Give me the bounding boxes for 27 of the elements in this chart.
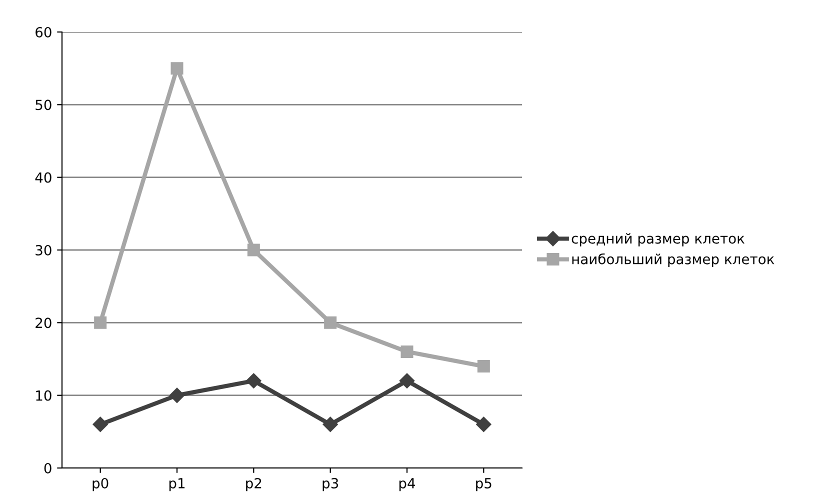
point: [92, 416, 108, 432]
x-tick-label: p5: [476, 478, 492, 492]
point: [246, 373, 262, 388]
y-tick-label: 10: [36, 390, 52, 401]
x-tick-label: p4: [399, 478, 416, 492]
y-tick-label: 50: [36, 100, 52, 110]
y-tick-label: 30: [36, 244, 52, 256]
point: [399, 373, 415, 388]
x-tick-label: p0: [92, 478, 108, 492]
point: [324, 316, 337, 329]
legend-label: наибольший размер клеток: [572, 253, 774, 268]
y-tick-label: 40: [35, 172, 52, 183]
point: [476, 416, 492, 432]
point: [477, 360, 490, 373]
point: [322, 416, 338, 432]
point: [169, 388, 185, 403]
x-tick-label: p3: [322, 478, 338, 492]
point: [94, 316, 107, 329]
y-tick-label: 20: [36, 318, 52, 328]
x-tick-label: p2: [246, 478, 262, 492]
legend-label: средний размер клеток: [572, 233, 744, 246]
y-tick-label: 60: [36, 26, 52, 38]
x-tick-label: p1: [169, 478, 185, 492]
point: [247, 244, 260, 256]
y-tick-label: 0: [44, 462, 52, 474]
point: [400, 345, 414, 358]
point: [170, 62, 184, 75]
